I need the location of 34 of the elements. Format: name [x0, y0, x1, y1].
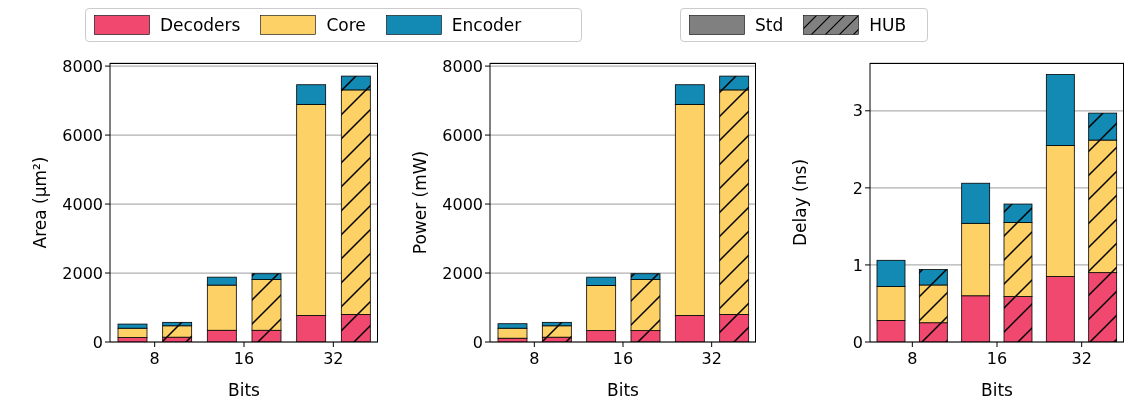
y-tick-label: 6000	[442, 125, 483, 145]
legend-label: Decoders	[160, 15, 241, 35]
y-axis-title: Power (mW)	[410, 150, 431, 255]
x-tick-label: 8	[907, 349, 918, 368]
text: Std	[755, 15, 784, 35]
legend-label: Encoder	[451, 15, 522, 35]
x-tick-label: 16	[986, 349, 1008, 368]
y-tick-label: 2000	[62, 263, 103, 283]
text: HUB	[869, 15, 907, 35]
y-tick-label: 0	[92, 332, 103, 352]
y-tick-label: 8000	[442, 56, 483, 76]
x-tick-label: 32	[323, 349, 344, 368]
x-tick-label: 32	[1071, 349, 1092, 368]
y-axis-title: Area (μm²)	[30, 156, 51, 249]
x-tick-label: 32	[701, 349, 722, 368]
y-tick-label: 2000	[442, 263, 483, 283]
y-axis-title: Delay (ns)	[790, 158, 811, 247]
x-tick-label: 8	[149, 349, 160, 368]
y-tick-label: 8000	[62, 56, 103, 76]
legend-label: Core	[326, 15, 366, 35]
y-tick-label: 3	[852, 101, 863, 121]
x-axis-title: Bits	[607, 380, 640, 400]
x-axis-title: Bits	[981, 380, 1014, 400]
y-tick-label: 0	[472, 332, 483, 352]
y-tick-label: 1	[852, 255, 863, 275]
x-tick-label: 16	[612, 349, 634, 368]
y-tick-label: 2	[852, 178, 863, 198]
x-axis-title: Bits	[228, 380, 261, 400]
y-tick-label: 6000	[62, 125, 103, 145]
y-tick-label: 4000	[62, 194, 103, 214]
x-tick-label: 16	[233, 349, 255, 368]
y-tick-label: 4000	[442, 194, 483, 214]
y-tick-label: 0	[852, 332, 863, 352]
x-tick-label: 8	[529, 349, 540, 368]
